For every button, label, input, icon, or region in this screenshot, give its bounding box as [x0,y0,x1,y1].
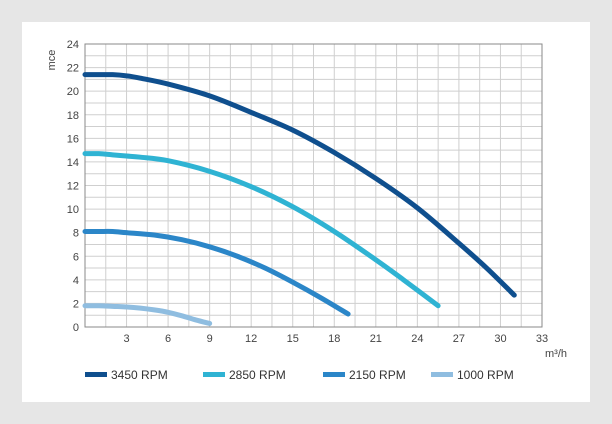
x-tick-label: 33 [536,333,548,345]
legend-swatch [203,372,225,377]
y-tick-label: 8 [73,228,79,240]
x-tick-label: 30 [494,333,506,345]
legend-label: 2150 RPM [349,368,406,382]
series-line-4 [82,303,213,326]
y-tick-label: 0 [73,322,79,334]
x-tick-label: 3 [123,333,129,345]
y-tick-label: 6 [73,251,79,263]
y-tick-label: 12 [67,181,79,193]
y-tick-label: 16 [67,133,79,145]
y-tick-label: 24 [67,39,79,51]
plot-frame [84,43,543,328]
legend-swatch [85,372,107,377]
y-tick-label: 22 [67,63,79,75]
y-tick-label: 10 [67,204,79,216]
y-tick-label: 14 [67,157,79,169]
x-tick-label: 21 [370,333,382,345]
x-tick-label: 9 [207,333,213,345]
series-line-3 [82,228,351,317]
x-tick-label: 15 [287,333,299,345]
y-tick-label: 18 [67,110,79,122]
legend-swatch [431,372,453,377]
x-tick-label: 6 [165,333,171,345]
series-line-2 [82,151,441,309]
series-line-1 [82,72,517,298]
chart-card: 0 2 4 6 8 10 12 14 16 18 20 22 24 3 6 9 12 15 18 21 24 27 30 33… [22,22,590,402]
legend-label: 3450 RPM [111,368,168,382]
y-tick-label: 20 [67,86,79,98]
x-tick-label: 12 [245,333,257,345]
legend-swatch [323,372,345,377]
y-tick-label: 4 [73,275,79,287]
y-axis-title: mce [46,50,58,71]
x-axis-title: m³/h [545,348,567,360]
y-tick-label: 2 [73,298,79,310]
legend-label: 1000 RPM [457,368,514,382]
x-tick-label: 27 [453,333,465,345]
x-tick-label: 24 [411,333,423,345]
legend-label: 2850 RPM [229,368,286,382]
x-tick-label: 18 [328,333,340,345]
